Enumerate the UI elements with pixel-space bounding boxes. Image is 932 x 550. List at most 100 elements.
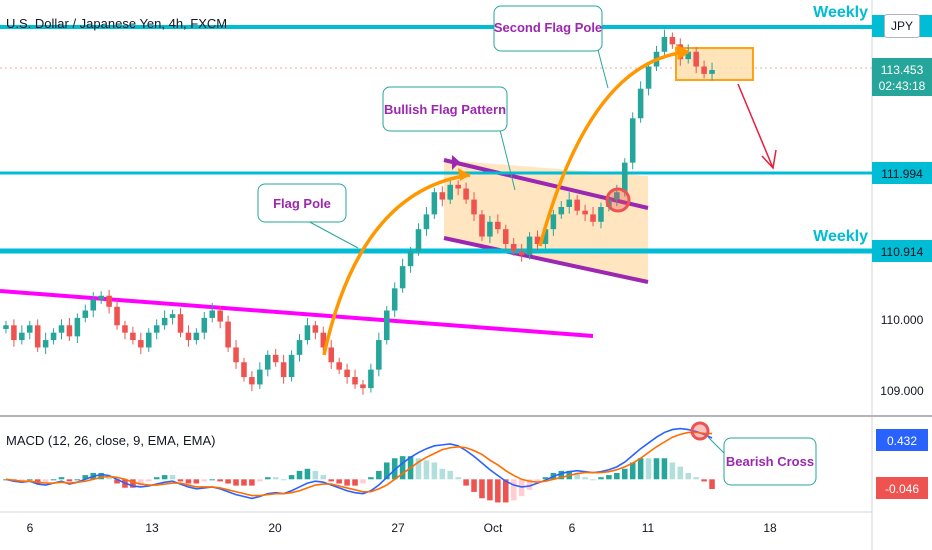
candle-down <box>582 210 588 215</box>
macd-histogram-bar <box>621 468 628 480</box>
macd-pane[interactable] <box>3 427 715 503</box>
macd-histogram-bar <box>201 479 208 482</box>
candle-up <box>98 295 104 300</box>
macd-histogram-bar <box>272 477 279 480</box>
currency-badge[interactable]: JPY <box>884 14 920 38</box>
candle-down <box>590 214 596 222</box>
second-pole-arc[interactable] <box>538 50 689 247</box>
candle-up <box>621 162 628 193</box>
flag-pole-callout[interactable]: Flag Pole <box>257 183 359 249</box>
macd-histogram-bar <box>169 475 176 480</box>
candle-up <box>661 36 668 52</box>
macd-histogram-bar <box>312 470 319 480</box>
candle-up <box>169 314 176 318</box>
macd-histogram-bar <box>558 470 565 480</box>
flag-pole-arc[interactable] <box>322 173 471 356</box>
macd-histogram-bar <box>296 470 303 480</box>
candle-up <box>614 192 620 200</box>
candle-up <box>391 288 398 311</box>
macd-histogram-bar <box>161 475 168 480</box>
candle-up <box>264 354 271 370</box>
bullish-flag-callout[interactable]: Bullish Flag Pattern <box>382 86 516 191</box>
macd-histogram-bar <box>185 479 192 484</box>
projection-arrow-line[interactable] <box>737 83 774 169</box>
candle-down <box>272 354 279 363</box>
macd-histogram-bar <box>645 458 652 480</box>
macd-histogram-bar <box>495 479 501 503</box>
second-flag-pole-callout[interactable]: Second Flag Pole <box>493 5 609 89</box>
macd-title: MACD (12, 26, close, 9, EMA, EMA) <box>6 433 216 448</box>
candle-up <box>368 369 374 389</box>
macd-histogram-bar <box>479 479 485 499</box>
macd-histogram-bar <box>455 477 461 480</box>
candle-down <box>518 251 525 256</box>
macd-histogram-bar <box>637 458 644 480</box>
macd-histogram-bar <box>257 479 263 482</box>
macd-histogram-bar <box>233 479 239 486</box>
macd-histogram-bar <box>701 479 707 482</box>
macd-histogram-bar <box>130 479 136 488</box>
price-axis-labels: 114.10 113.453 02:43:18 111.994 110.914 … <box>872 15 932 499</box>
macd-histogram-bar <box>502 479 509 503</box>
macd-histogram-bar <box>685 472 692 480</box>
candle-up <box>201 317 208 333</box>
candle-up <box>19 332 25 341</box>
macd-histogram-bar <box>677 466 684 480</box>
macd-histogram-bar <box>463 479 469 486</box>
candle-up <box>3 325 9 329</box>
candle-down <box>574 199 580 211</box>
time-axis[interactable]: 6 13 20 27 Oct 6 11 18 <box>27 521 777 535</box>
flag-upper-channel[interactable] <box>443 158 649 210</box>
candle-up <box>598 207 604 222</box>
candle-down <box>114 306 120 326</box>
second-flag-pole-label: Second Flag Pole <box>494 20 602 35</box>
candle-down <box>360 384 366 389</box>
macd-histogram-bar <box>614 472 620 480</box>
candle-up <box>58 325 65 333</box>
candle-down <box>463 188 469 200</box>
level-label-box-mid <box>872 162 932 184</box>
macd-histogram-bar <box>423 460 430 480</box>
macd-histogram-bar <box>709 479 715 489</box>
level-label-111994: 111.994 <box>881 167 923 181</box>
macd-histogram-bar <box>526 479 533 490</box>
candle-down <box>34 325 41 348</box>
macd-histogram-bar <box>320 475 327 480</box>
candle-up <box>637 88 644 119</box>
candle-down <box>669 36 676 45</box>
macd-histogram-bar <box>352 479 358 486</box>
candle-up <box>709 70 715 74</box>
candle-down <box>130 332 136 341</box>
macd-histogram-bar <box>264 477 271 480</box>
breakout-circle-marker[interactable] <box>605 187 631 213</box>
candle-down <box>241 362 247 378</box>
bearish-cross-callout[interactable]: Bearish Cross <box>707 436 817 486</box>
candle-down <box>693 51 699 67</box>
macd-histogram-bar <box>249 479 255 486</box>
candle-up <box>558 207 565 215</box>
bullish-flag-label: Bullish Flag Pattern <box>384 102 506 117</box>
candle-down <box>495 221 501 230</box>
candle-down <box>471 199 477 215</box>
candle-down <box>352 377 358 385</box>
flag-lower-channel[interactable] <box>443 236 649 284</box>
candle-up <box>153 325 160 333</box>
macd-histogram-bar <box>241 479 247 486</box>
macd-histogram-bar <box>58 477 65 480</box>
candle-up <box>82 310 89 318</box>
bearish-cross-label: Bearish Cross <box>726 454 814 469</box>
macd-histogram-bar <box>471 479 477 492</box>
candle-down <box>439 192 446 200</box>
candle-up <box>407 251 414 267</box>
bearish-cross-marker[interactable] <box>690 421 710 441</box>
flag-pole-arrowhead <box>458 168 470 181</box>
macd-histogram-bar <box>217 479 223 482</box>
macd-histogram-bar <box>360 479 366 484</box>
macd-histogram-bar <box>534 479 541 482</box>
macd-histogram-bar <box>376 470 382 480</box>
time-tick-label: 6 <box>569 521 576 535</box>
weekly-label-top: Weekly <box>813 4 868 21</box>
candle-down <box>122 325 128 333</box>
flag-channel-arrowhead <box>452 155 460 170</box>
